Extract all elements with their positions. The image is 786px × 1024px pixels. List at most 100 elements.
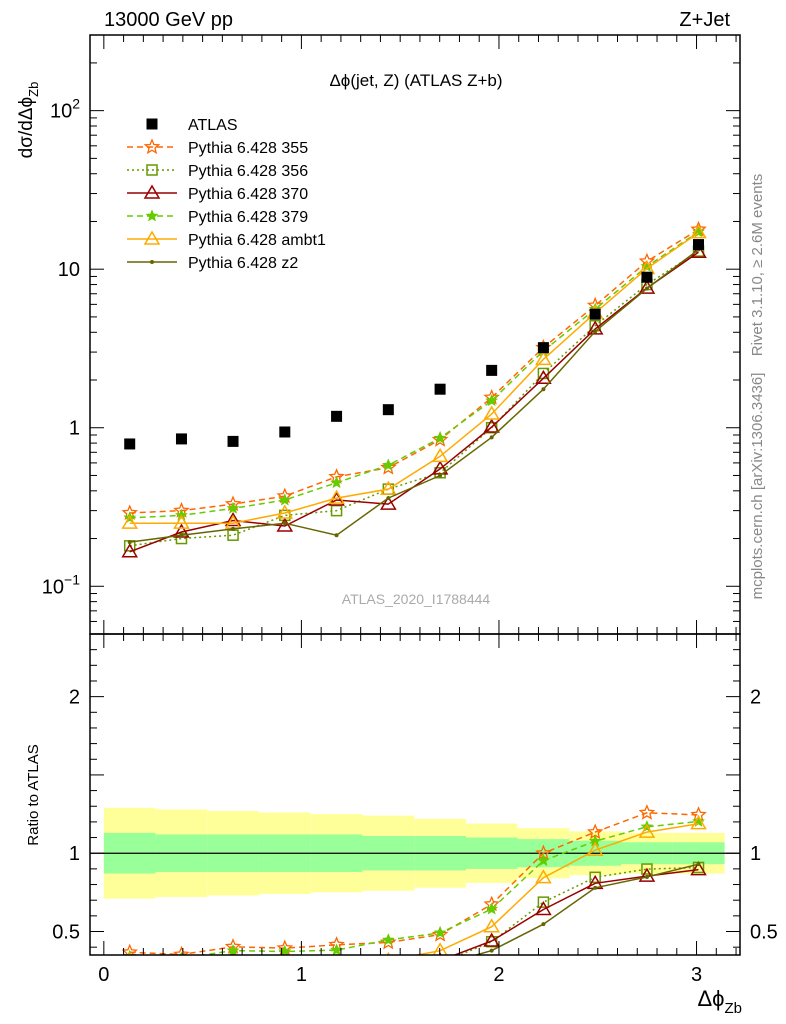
legend-label-s356: Pythia 6.428 356 bbox=[188, 163, 308, 180]
data-point-z2 bbox=[438, 473, 443, 478]
data-point-z2 bbox=[334, 533, 339, 538]
mcplots-reference-label: mcplots.cern.ch [arXiv:1306.3436] bbox=[749, 373, 766, 600]
data-point-s370 bbox=[121, 543, 139, 558]
legend-marker-z2 bbox=[150, 260, 154, 264]
ratio-point-z2 bbox=[541, 922, 546, 927]
ratio-point-ambt1 bbox=[483, 918, 500, 933]
series-line-s355 bbox=[129, 228, 699, 514]
ratio-line-s370 bbox=[452, 868, 699, 955]
legend-label-ambt1: Pythia 6.428 ambt1 bbox=[188, 232, 326, 249]
ratio-point-z2 bbox=[644, 874, 649, 879]
ratio-point-s370 bbox=[336, 954, 337, 955]
data-point-z2 bbox=[282, 521, 287, 526]
ratio-point-s355 bbox=[121, 943, 139, 955]
y-tick-base: 10 bbox=[42, 576, 64, 598]
data-point-s355 bbox=[431, 430, 449, 447]
plot-title: Δϕ(jet, Z) (ATLAS Z+b) bbox=[329, 71, 502, 90]
main-ylabel-sub: Zb bbox=[26, 82, 41, 97]
ratio-line-s379 bbox=[198, 820, 699, 955]
data-point-s379 bbox=[485, 394, 499, 407]
data-point-z2 bbox=[541, 387, 546, 392]
data-point-s370 bbox=[483, 418, 500, 433]
ratio-point-z2 bbox=[696, 862, 701, 867]
data-point-atlas bbox=[693, 239, 705, 251]
data-point-s370 bbox=[276, 517, 294, 532]
series-line-z2 bbox=[129, 249, 699, 543]
data-point-atlas bbox=[331, 410, 343, 422]
y-tick-label-power: 10−1 bbox=[42, 571, 80, 598]
ratio-y-tick-label-left: 1 bbox=[69, 843, 80, 865]
series-line-s356 bbox=[129, 250, 699, 547]
data-point-atlas bbox=[382, 404, 394, 416]
legend-label-z2: Pythia 6.428 z2 bbox=[188, 255, 298, 272]
data-point-ambt1 bbox=[173, 514, 190, 529]
legend-item-z2: Pythia 6.428 z2 bbox=[127, 255, 298, 272]
data-point-atlas bbox=[589, 308, 601, 320]
ratio-point-s355 bbox=[173, 945, 190, 955]
y-tick-exponent: 2 bbox=[72, 96, 80, 112]
legend-marker-s379 bbox=[145, 209, 159, 222]
ratio-line-z2 bbox=[473, 863, 699, 955]
ratio-y-tick-label-right: 2 bbox=[750, 687, 761, 709]
series-atlas bbox=[124, 239, 705, 450]
series-line-s379 bbox=[129, 231, 699, 519]
main-ylabel-text: dσ/dΔϕZb bbox=[16, 82, 41, 159]
ratio-point-s370 bbox=[483, 932, 500, 947]
ratio-point-s370 bbox=[638, 867, 656, 882]
data-point-ambt1 bbox=[431, 447, 449, 463]
data-point-ambt1 bbox=[690, 224, 707, 239]
ratio-point-s355 bbox=[380, 933, 397, 950]
y-tick-label-power: 102 bbox=[50, 96, 80, 123]
ratio-point-z2 bbox=[489, 948, 494, 953]
ratio-y-tick-label-right: 1 bbox=[750, 843, 761, 865]
series-ambt1 bbox=[121, 224, 707, 529]
ratio-y-tick-label-right: 0.5 bbox=[750, 922, 778, 944]
ratio-point-s355 bbox=[431, 925, 449, 942]
data-point-s370 bbox=[690, 243, 707, 258]
ratio-frame bbox=[89, 633, 741, 956]
legend-label-s370: Pythia 6.428 370 bbox=[188, 186, 308, 203]
x-axis-label: ΔϕZb bbox=[697, 986, 742, 1017]
data-point-ambt1 bbox=[535, 350, 552, 366]
ratio-point-s356 bbox=[280, 958, 290, 968]
ratio-point-s370 bbox=[535, 901, 552, 916]
y-tick-label: 10 bbox=[58, 259, 80, 281]
legend-label-s355: Pythia 6.428 355 bbox=[188, 140, 308, 157]
data-point-s379 bbox=[278, 493, 292, 506]
legend-marker-s356 bbox=[146, 164, 158, 176]
ratio-y-tick-label-left: 0.5 bbox=[52, 922, 80, 944]
ratio-point-s356 bbox=[641, 863, 653, 875]
ratio-line-s355 bbox=[129, 812, 699, 955]
data-point-z2 bbox=[489, 435, 494, 440]
data-point-atlas bbox=[227, 435, 239, 447]
series-s370 bbox=[121, 243, 707, 558]
y-tick-label: 1 bbox=[69, 418, 80, 440]
data-point-s370 bbox=[535, 369, 552, 385]
ratio-point-s379 bbox=[381, 933, 395, 946]
ratio-point-s379 bbox=[226, 943, 240, 955]
data-point-s370 bbox=[638, 279, 656, 294]
ratio-point-s355 bbox=[638, 804, 656, 820]
ratio-point-s379 bbox=[485, 902, 499, 915]
data-point-s379 bbox=[433, 431, 447, 444]
series-line-ambt1 bbox=[129, 232, 699, 524]
ratio-point-ambt1 bbox=[586, 841, 604, 856]
main-ylabel: dσ/dΔϕZb bbox=[16, 82, 41, 159]
legend: ATLAS Pythia 6.428 355 Pythia 6.428 356 Pyt… bbox=[127, 117, 326, 272]
ratio-point-ambt1 bbox=[174, 957, 188, 969]
y-tick-base: 10 bbox=[50, 101, 72, 123]
data-point-ambt1 bbox=[276, 504, 294, 519]
legend-label-atlas: ATLAS bbox=[188, 117, 238, 134]
ratio-point-ambt1 bbox=[535, 869, 552, 884]
ratio-series-z2 bbox=[473, 862, 701, 955]
data-point-atlas bbox=[124, 438, 136, 450]
y-tick-exponent: −1 bbox=[64, 571, 80, 587]
ratio-y-tick-label-left: 2 bbox=[69, 687, 80, 709]
ratio-point-s379 bbox=[537, 853, 550, 866]
data-point-s379 bbox=[381, 458, 395, 471]
data-point-atlas bbox=[434, 383, 446, 395]
legend-marker-s370 bbox=[143, 184, 161, 199]
header-left-label: 13000 GeV pp bbox=[104, 9, 233, 31]
legend-item-ambt1: Pythia 6.428 ambt1 bbox=[127, 230, 326, 249]
data-point-s379 bbox=[330, 476, 343, 489]
